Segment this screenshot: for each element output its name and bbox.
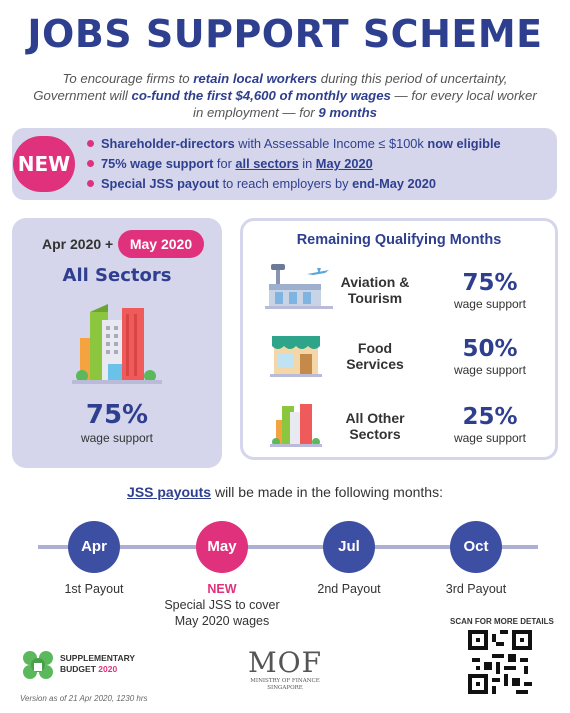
- wage-support-label: wage support: [453, 297, 527, 311]
- new-item: 75% wage support for all sectors in May …: [87, 154, 552, 174]
- all-sectors-percent: 75%: [85, 400, 149, 430]
- percent-aviation: 75%: [462, 270, 518, 296]
- bullet-icon: [87, 180, 94, 187]
- payout-month-may: May: [196, 521, 248, 573]
- payouts-heading: JSS payouts will be made in the followin…: [127, 484, 443, 500]
- period-label: Apr 2020 +: [42, 236, 114, 252]
- percent-food: 50%: [462, 336, 518, 362]
- budget-logo-text: SUPPLEMENTARY BUDGET 2020: [60, 653, 136, 674]
- scan-label: SCAN FOR MORE DETAILS: [450, 617, 554, 626]
- page-title: JOBS SUPPORT SCHEME: [27, 12, 543, 56]
- budget-logo-icon: [23, 651, 53, 679]
- qr-code[interactable]: [468, 630, 532, 694]
- buildings-icon: [270, 404, 322, 447]
- may-2020-pill: May 2020: [118, 230, 204, 258]
- new-updates-list: Shareholder-directors with Assessable In…: [87, 134, 552, 194]
- payout-label-may: NEW Special JSS to cover May 2020 wages: [164, 582, 280, 628]
- payout-timeline: [38, 545, 538, 549]
- new-badge: NEW: [13, 136, 75, 192]
- payout-month-apr: Apr: [68, 521, 120, 573]
- wage-support-label: wage support: [453, 431, 527, 445]
- payout-label-apr: 1st Payout: [64, 582, 124, 596]
- version-note: Version as of 21 Apr 2020, 1230 hrs: [20, 694, 148, 703]
- wage-support-label: wage support: [453, 363, 527, 377]
- bullet-icon: [87, 160, 94, 167]
- new-item: Shareholder-directors with Assessable In…: [87, 134, 552, 154]
- shopfront-icon: [270, 336, 322, 377]
- new-updates-panel: [12, 128, 557, 200]
- mof-logo: MOF: [247, 646, 323, 679]
- sector-label-other: All Other Sectors: [345, 410, 405, 442]
- percent-other: 25%: [462, 404, 518, 430]
- new-item: Special JSS payout to reach employers by…: [87, 174, 552, 194]
- payout-label-oct: 3rd Payout: [445, 582, 507, 596]
- all-sectors-heading: All Sectors: [62, 265, 172, 286]
- remaining-months-title: Remaining Qualifying Months: [296, 232, 502, 248]
- airport-icon: [265, 264, 333, 309]
- payout-month-oct: Oct: [450, 521, 502, 573]
- all-sectors-label: wage support: [80, 431, 154, 445]
- payout-month-jul: Jul: [323, 521, 375, 573]
- mof-subtitle: MINISTRY OF FINANCE SINGAPORE: [250, 678, 320, 691]
- bullet-icon: [87, 140, 94, 147]
- city-buildings-icon: [72, 304, 162, 384]
- intro-text: To encourage firms to retain local worke…: [33, 71, 537, 120]
- sector-label-food: Food Services: [346, 340, 404, 372]
- sector-label-aviation: Aviation & Tourism: [340, 274, 410, 306]
- payout-label-jul: 2nd Payout: [317, 582, 381, 596]
